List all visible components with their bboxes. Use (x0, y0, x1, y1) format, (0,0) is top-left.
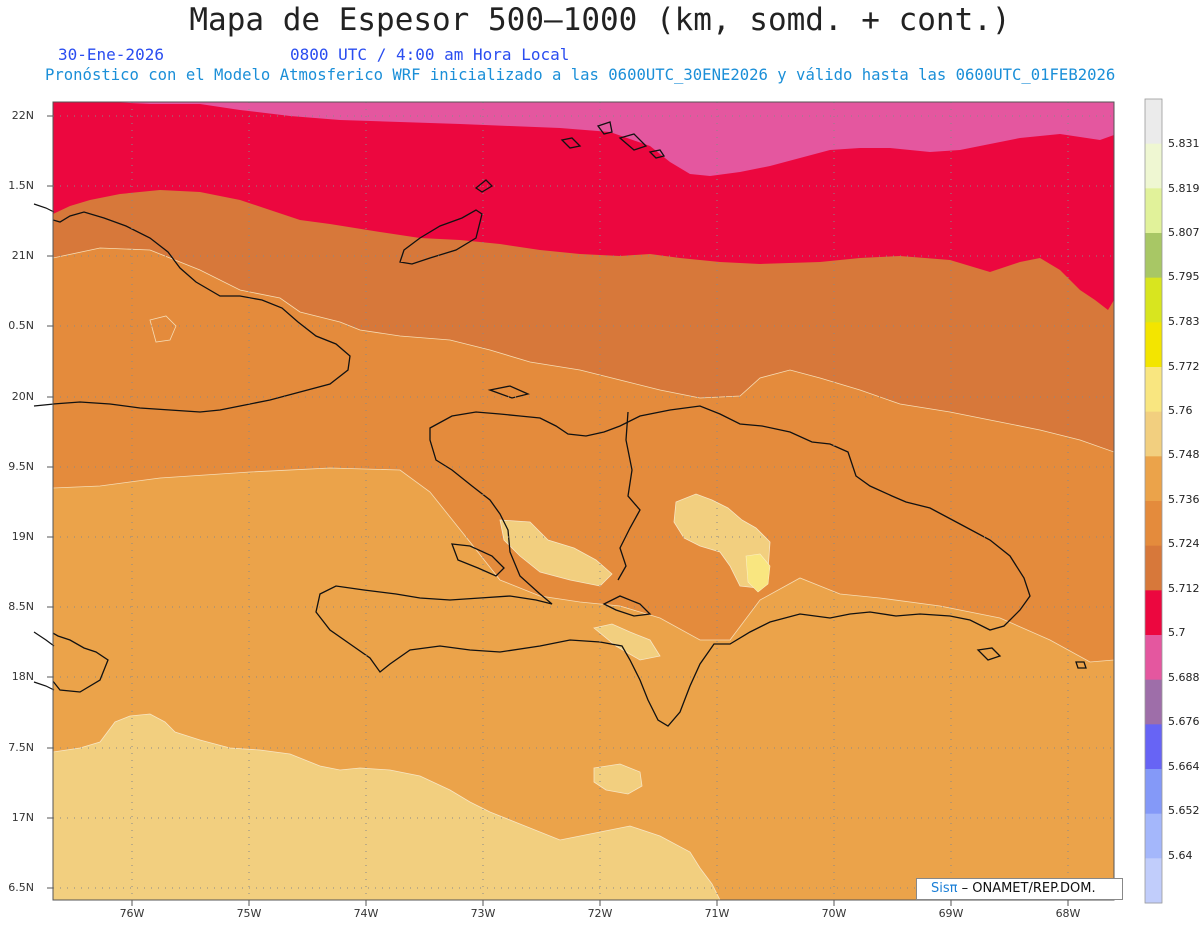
lon-label: 72W (587, 907, 613, 920)
colorbar (1144, 98, 1163, 904)
colorbar-swatch (1145, 545, 1162, 591)
lat-label: 17N (11, 811, 34, 824)
fill-red (53, 102, 1114, 310)
colorbar-swatch (1145, 188, 1162, 234)
colorbar-label: 5.688 (1168, 671, 1200, 684)
colorbar-label: 5.783 (1168, 315, 1200, 328)
colorbar-label: 5.712 (1168, 582, 1200, 595)
colorbar-swatch (1145, 456, 1162, 502)
fill-pale-blob-c (499, 519, 613, 587)
colorbar-label: 5.736 (1168, 493, 1200, 506)
lat-label: 18N (11, 670, 34, 683)
sispi-logo: Sisπ (931, 881, 958, 896)
lon-label: 73W (470, 907, 496, 920)
colorbar-swatch (1145, 813, 1162, 859)
coast-great-inagua (399, 209, 483, 265)
colorbar-label: 5.7 (1168, 626, 1186, 639)
lon-label: 74W (353, 907, 379, 920)
coast-hispaniola (315, 405, 1031, 727)
model-info: Pronóstico con el Modelo Atmosferico WRF… (45, 66, 1116, 84)
colorbar-swatch (1145, 679, 1162, 725)
colorbar-swatch (1145, 635, 1162, 681)
colorbar-swatch (1145, 322, 1162, 368)
colorbar-swatch (1145, 233, 1162, 279)
forecast-time: 0800 UTC / 4:00 am Hora Local (290, 45, 570, 64)
coast-haiti-border (617, 411, 641, 581)
colorbar-label: 5.724 (1168, 537, 1200, 550)
colorbar-swatch (1145, 858, 1162, 904)
colorbar-label: 5.652 (1168, 804, 1200, 817)
lon-label: 71W (704, 907, 730, 920)
lon-label: 70W (821, 907, 847, 920)
colorbar-swatch (1145, 99, 1162, 145)
colorbar-label: 5.807 (1168, 226, 1200, 239)
lon-label: 68W (1055, 907, 1081, 920)
fill-lightest-blob (745, 553, 771, 593)
colorbar-swatch (1145, 277, 1162, 323)
fill-pink (110, 102, 1114, 176)
colorbar-label: 5.831 (1168, 137, 1200, 150)
colorbar-swatch (1145, 143, 1162, 189)
coast-saona (976, 647, 1002, 661)
ticks (47, 115, 1069, 906)
colorbar-swatch (1145, 367, 1162, 413)
colorbar-swatch (1145, 411, 1162, 457)
colorbar-swatch (1145, 724, 1162, 770)
fill-pale (53, 713, 721, 900)
lon-label: 75W (236, 907, 262, 920)
colorbar-label: 5.795 (1168, 270, 1200, 283)
credit-box: Sisπ – ONAMET/REP.DOM. (916, 878, 1123, 900)
lon-label: 76W (119, 907, 145, 920)
lat-label: 0.5N (8, 319, 34, 332)
coast-tortuga (487, 385, 530, 399)
map-frame (52, 101, 1115, 901)
lon-label: 69W (938, 907, 964, 920)
lat-label: 1.5N (8, 179, 34, 192)
credit-org: – ONAMET/REP.DOM. (957, 881, 1096, 896)
colorbar-label: 5.676 (1168, 715, 1200, 728)
lat-label: 6.5N (8, 881, 34, 894)
colorbar-swatch (1145, 501, 1162, 547)
fill-pale-island (593, 763, 643, 795)
coast-stubs (33, 203, 55, 691)
colorbar-label: 5.819 (1168, 182, 1200, 195)
colorbar-swatch (1145, 769, 1162, 815)
coastlines (53, 121, 1087, 727)
coast-mona (1075, 661, 1087, 669)
coast-enriquillo (602, 595, 652, 617)
colorbar-label: 5.76 (1168, 404, 1193, 417)
lat-label: 8.5N (8, 600, 34, 613)
coast-gonave (451, 543, 505, 577)
graticule (53, 102, 1114, 900)
lat-label: 19N (11, 530, 34, 543)
lat-label: 7.5N (8, 741, 34, 754)
lat-label: 22N (11, 109, 34, 122)
colorbar-label: 5.64 (1168, 849, 1193, 862)
coast-cuba (53, 211, 351, 413)
lat-label: 9.5N (8, 460, 34, 473)
coast-caicos (560, 121, 666, 159)
lat-label: 20N (11, 390, 34, 403)
map-title: Mapa de Espesor 500–1000 (km, somd. + co… (189, 2, 1011, 38)
colorbar-frame (1144, 98, 1163, 904)
colorbar-swatch (1145, 590, 1162, 636)
colorbar-label: 5.748 (1168, 448, 1200, 461)
colorbar-label: 5.772 (1168, 360, 1200, 373)
colorbar-label: 5.664 (1168, 760, 1200, 773)
fill-orange-blob-cuba (149, 315, 177, 343)
lat-label: 21N (11, 249, 34, 262)
forecast-date: 30-Ene-2026 (58, 45, 164, 64)
fill-pale-blob-b (593, 623, 661, 661)
